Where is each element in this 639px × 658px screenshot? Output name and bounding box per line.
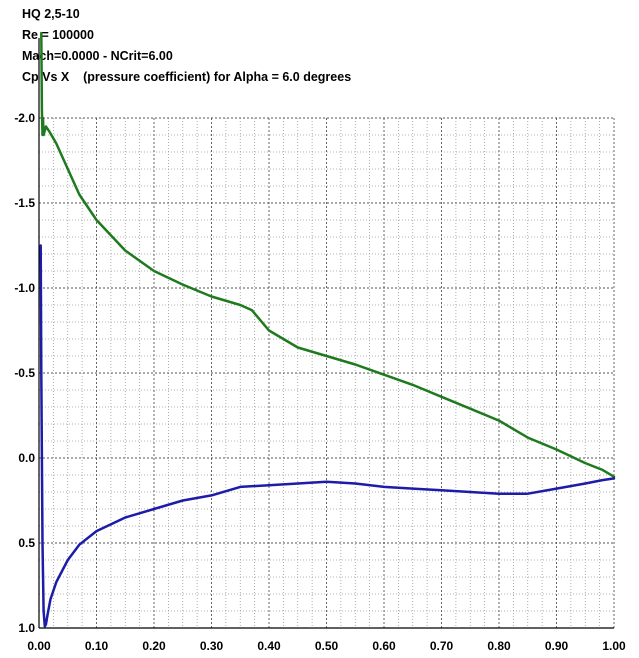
reynolds-number: Re = 100000 xyxy=(22,28,94,42)
x-tick-label: 0.30 xyxy=(200,639,224,653)
x-tick-label: 0.10 xyxy=(85,639,109,653)
axes xyxy=(38,38,614,629)
series-group xyxy=(39,31,616,628)
x-tick-label: 0.70 xyxy=(430,639,454,653)
y-tick-label: -0.5 xyxy=(14,366,35,380)
x-tick-label: 0.60 xyxy=(372,639,396,653)
x-tick-label: 0.20 xyxy=(142,639,166,653)
chart-header: HQ 2,5-10 Re = 100000 Mach=0.0000 - NCri… xyxy=(22,4,351,88)
x-tick-label: 0.90 xyxy=(545,639,569,653)
y-tick-label: 0.5 xyxy=(18,536,35,550)
chart-title: Cp Vs X (pressure coefficient) for Alpha… xyxy=(22,70,352,84)
y-tick-label: -1.0 xyxy=(14,281,35,295)
y-tick-labels: -2.0 -1.5 -1.0 -0.5 0.0 0.5 1.0 xyxy=(14,111,35,635)
x-tick-label: 0.00 xyxy=(27,639,51,653)
y-tick-label: -2.0 xyxy=(14,111,35,125)
airfoil-name: HQ 2,5-10 xyxy=(22,7,80,21)
x-tick-label: 0.80 xyxy=(487,639,511,653)
x-tick-label: 0.40 xyxy=(257,639,281,653)
y-tick-label: 0.0 xyxy=(18,451,35,465)
lower-surface-cp-line xyxy=(39,244,616,628)
x-tick-label: 1.00 xyxy=(602,639,626,653)
x-tick-labels: 0.00 0.10 0.20 0.30 0.40 0.50 0.60 0.70 0.80 0.90… xyxy=(27,639,626,653)
upper-surface-cp-line xyxy=(40,31,616,478)
y-tick-label: -1.5 xyxy=(14,196,35,210)
y-tick-label: 1.0 xyxy=(18,621,35,635)
x-tick-label: 0.50 xyxy=(315,639,339,653)
